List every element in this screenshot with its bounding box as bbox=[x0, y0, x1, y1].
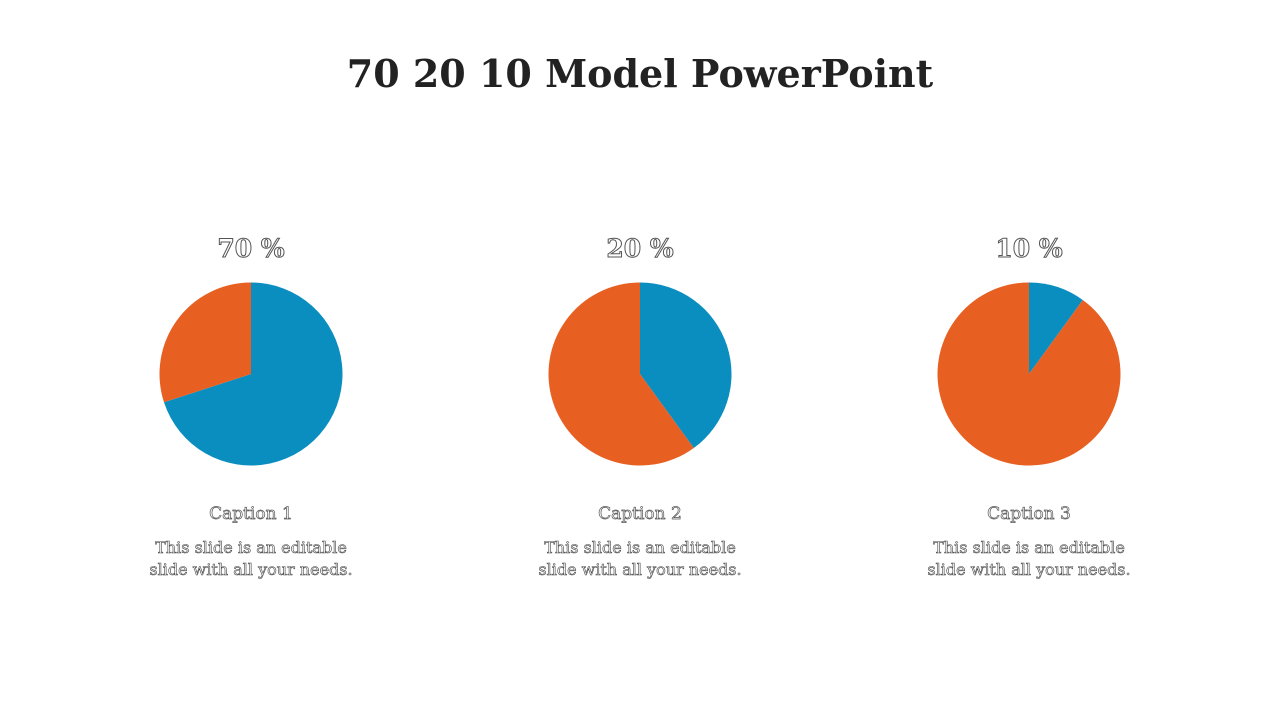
pie-chart-1 bbox=[159, 282, 343, 466]
pie-3-description: This slide is an editable slide with all… bbox=[927, 538, 1131, 580]
pie-chart-3 bbox=[937, 282, 1121, 466]
pie-1-percent-label: 70 % bbox=[217, 234, 285, 264]
pie-panel-1: 70 % Caption 1 This slide is an editable… bbox=[121, 232, 381, 581]
pie-2-description: This slide is an editable slide with all… bbox=[538, 538, 742, 580]
pie-2-percent-label: 20 % bbox=[606, 234, 674, 264]
slide-title: 70 20 10 Model PowerPoint bbox=[346, 51, 934, 96]
pie-panel-3: 10 % Caption 3 This slide is an editable… bbox=[899, 232, 1159, 581]
pie-chart-2 bbox=[548, 282, 732, 466]
pie-3-slice-2 bbox=[937, 282, 1121, 466]
pie-2-slice-1 bbox=[640, 282, 732, 449]
pie-panel-2: 20 % Caption 2 This slide is an editable… bbox=[510, 232, 770, 581]
pie-1-slice-2 bbox=[159, 282, 251, 403]
pie-3-percent-label: 10 % bbox=[995, 234, 1063, 264]
pie-3-caption: Caption 3 bbox=[987, 504, 1071, 525]
pie-2-slice-2 bbox=[548, 282, 694, 466]
pie-1-description: This slide is an editable slide with all… bbox=[149, 538, 353, 580]
pie-2-caption: Caption 2 bbox=[598, 504, 682, 525]
pie-1-slice-1 bbox=[163, 282, 343, 466]
pie-1-caption: Caption 1 bbox=[209, 504, 293, 525]
pie-3-slice-1 bbox=[1029, 282, 1083, 374]
